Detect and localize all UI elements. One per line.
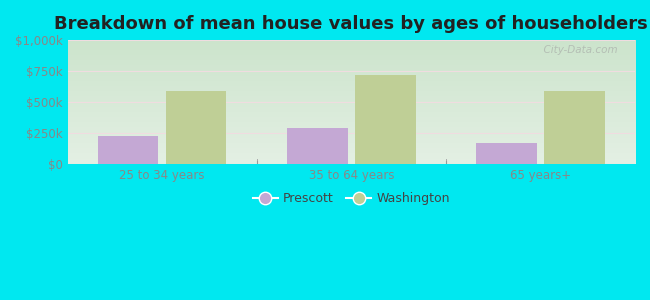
Bar	[476, 142, 537, 164]
Bar	[287, 128, 348, 164]
Title: Breakdown of mean house values by ages of householders: Breakdown of mean house values by ages o…	[55, 15, 648, 33]
Bar	[544, 91, 604, 164]
Legend: Prescott, Washington: Prescott, Washington	[248, 187, 455, 210]
Text: City-Data.com: City-Data.com	[538, 45, 618, 55]
Bar	[98, 136, 159, 164]
Bar	[166, 91, 226, 164]
Bar	[355, 75, 415, 164]
